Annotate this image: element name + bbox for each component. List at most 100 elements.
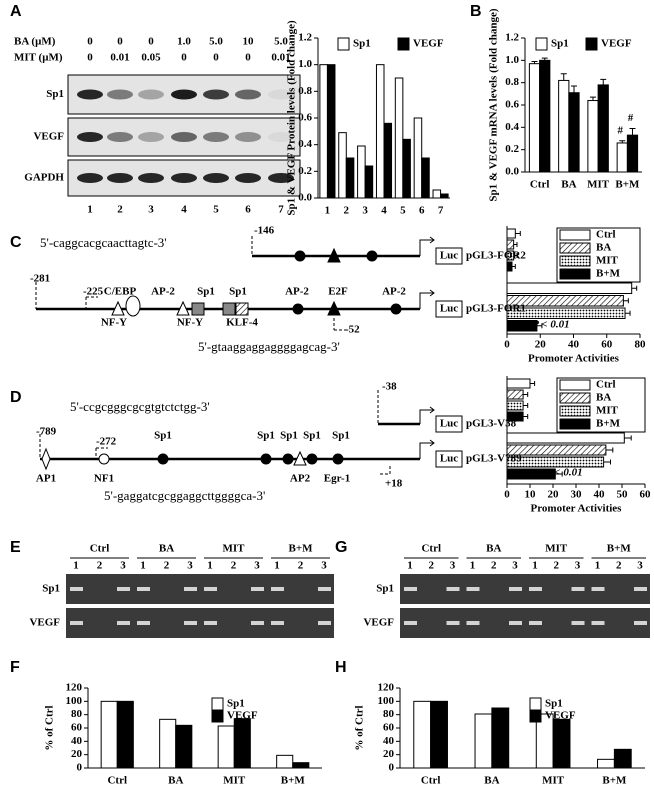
luc-label: Luc bbox=[440, 453, 458, 465]
lane-number: 1 bbox=[73, 560, 79, 572]
blot-band bbox=[107, 173, 133, 183]
gel-band bbox=[466, 621, 480, 625]
lane-number: 1 bbox=[595, 560, 601, 572]
y-tick-label: 0.0 bbox=[505, 166, 519, 178]
legend-label: B+M bbox=[596, 418, 621, 430]
gel-band bbox=[446, 621, 460, 625]
row-label: VEGF bbox=[29, 617, 60, 629]
binding-site bbox=[390, 303, 402, 315]
diagram-label: Sp1 bbox=[303, 430, 321, 442]
y-tick-label: 0.4 bbox=[298, 138, 312, 150]
diagram-label: Sp1 bbox=[197, 286, 215, 298]
binding-site bbox=[292, 303, 304, 315]
gel-band bbox=[184, 587, 197, 591]
blot-band bbox=[77, 132, 103, 142]
bar bbox=[506, 378, 531, 389]
bar bbox=[528, 63, 541, 173]
gel-band bbox=[70, 621, 83, 625]
error-bar bbox=[625, 310, 631, 316]
y-tick-label: 1.2 bbox=[505, 32, 519, 44]
x-tick-label: BA bbox=[484, 775, 499, 787]
lane-number: 3 bbox=[575, 560, 581, 572]
bar bbox=[394, 77, 404, 199]
diagram-label: 5'-gaggatcgcggaggcttggggca-3' bbox=[104, 488, 265, 503]
row-label: VEGF bbox=[33, 131, 64, 143]
gel-band bbox=[271, 587, 284, 591]
diagram-label: AP1 bbox=[36, 473, 56, 485]
x-axis-label: Promoter Activities bbox=[531, 503, 623, 515]
gel-band bbox=[318, 621, 331, 625]
annotation: # P < 0.01 bbox=[536, 467, 583, 479]
binding-site bbox=[294, 250, 306, 262]
binding-site bbox=[282, 453, 294, 465]
group-label: BA bbox=[159, 543, 174, 555]
legend-swatch bbox=[211, 709, 224, 723]
legend-label: MIT bbox=[596, 255, 619, 267]
x-tick-label: Ctrl bbox=[421, 775, 441, 787]
bar bbox=[175, 724, 193, 769]
bar bbox=[506, 228, 516, 239]
error-bar bbox=[536, 323, 543, 329]
legend-swatch bbox=[529, 709, 542, 723]
gel-band bbox=[137, 621, 150, 625]
lane-number: 1 bbox=[274, 560, 280, 572]
y-tick-label: 20 bbox=[383, 748, 395, 760]
row-label: Sp1 bbox=[42, 583, 60, 595]
gel-band bbox=[509, 621, 522, 625]
bar bbox=[558, 79, 570, 173]
blot-band bbox=[203, 89, 229, 100]
bar bbox=[440, 193, 449, 199]
error-bar bbox=[560, 73, 567, 81]
blot-band bbox=[203, 132, 229, 142]
annotation: # bbox=[628, 112, 634, 124]
x-tick-label: B+M bbox=[615, 179, 640, 191]
legend-label: VEGF bbox=[601, 38, 632, 50]
dose-label: 0.01 bbox=[110, 52, 129, 64]
binding-site bbox=[41, 447, 51, 471]
y-tick-label: 120 bbox=[66, 682, 83, 694]
x-tick-label: B+M bbox=[602, 775, 627, 787]
x-tick-label: 30 bbox=[571, 489, 583, 501]
y-tick-label: 1.0 bbox=[298, 58, 312, 70]
bar bbox=[587, 100, 599, 173]
luc-box bbox=[435, 300, 463, 318]
y-tick-label: 0 bbox=[77, 762, 83, 774]
row-label: Sp1 bbox=[376, 583, 394, 595]
lane-number: 1 bbox=[140, 560, 146, 572]
error-bar bbox=[513, 242, 518, 247]
legend-swatch bbox=[559, 268, 591, 280]
y-tick-label: 0 bbox=[389, 762, 395, 774]
gel-band bbox=[251, 587, 264, 591]
y-tick-label: 1.2 bbox=[298, 32, 312, 44]
bar bbox=[552, 718, 571, 769]
lane-number: 1 bbox=[407, 560, 413, 572]
error-bar bbox=[590, 96, 597, 101]
diagram-label: KLF-4 bbox=[226, 317, 258, 329]
diagram-label: AP-2 bbox=[382, 286, 406, 298]
lane-number: 3 bbox=[187, 560, 193, 572]
gel-panel bbox=[400, 608, 650, 638]
x-tick-label: 0 bbox=[504, 489, 510, 501]
diagram-label: -281 bbox=[30, 273, 50, 285]
bar bbox=[506, 239, 515, 250]
legend-swatch bbox=[211, 697, 224, 711]
y-tick-label: 0.2 bbox=[298, 165, 312, 177]
error-bar bbox=[629, 127, 636, 136]
bar bbox=[276, 754, 294, 769]
y-tick-label: 0.4 bbox=[505, 121, 519, 133]
bar bbox=[233, 718, 251, 769]
bar bbox=[491, 707, 510, 769]
legend-label: Sp1 bbox=[545, 698, 563, 710]
blot-band bbox=[77, 89, 103, 100]
blot-band bbox=[171, 173, 197, 183]
error-bar bbox=[530, 381, 536, 386]
gel-band bbox=[509, 587, 522, 591]
legend-label: Sp1 bbox=[551, 38, 569, 50]
bar bbox=[217, 725, 235, 769]
legend-label: Sp1 bbox=[227, 698, 245, 710]
dose-label: 0 bbox=[148, 36, 154, 48]
group-label: Ctrl bbox=[90, 543, 110, 555]
bar bbox=[338, 132, 347, 199]
diagram-label: E2F bbox=[328, 286, 348, 298]
x-tick-label: B+M bbox=[281, 775, 306, 787]
